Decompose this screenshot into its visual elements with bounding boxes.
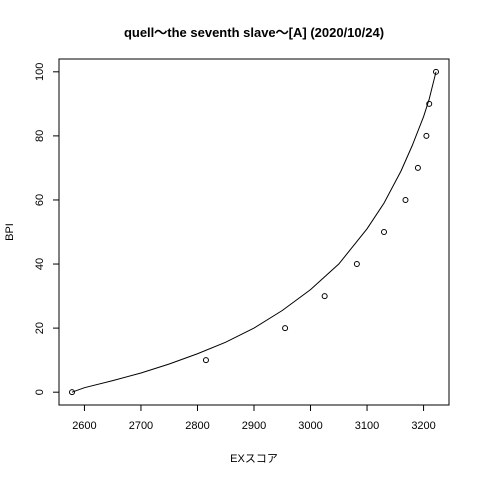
data-point	[426, 100, 433, 107]
data-point	[321, 293, 328, 300]
data-point	[282, 325, 289, 332]
data-point	[381, 229, 387, 235]
x-axis: 2600 2700 2800 2900 3000 3100 3200	[72, 405, 436, 432]
data-point	[433, 68, 439, 75]
x-tick-label: 3200	[411, 420, 435, 432]
data-point	[202, 357, 209, 364]
y-tick-label: 60	[34, 194, 46, 206]
x-tick-label: 2800	[185, 420, 209, 432]
data-point	[353, 261, 360, 268]
y-tick-label: 40	[34, 258, 46, 270]
y-axis: 0 20 40 60 80 100	[34, 63, 59, 395]
y-tick-label: 20	[34, 322, 46, 334]
y-tick-label: 80	[34, 130, 46, 142]
y-tick-label: 0	[34, 389, 46, 395]
data-point	[402, 196, 409, 203]
data-point	[69, 389, 75, 396]
data-points	[69, 68, 439, 396]
x-tick-label: 3000	[298, 420, 322, 432]
y-axis-label: BPI	[4, 223, 16, 241]
data-point	[423, 132, 430, 139]
data-point	[414, 164, 421, 171]
x-tick-label: 2700	[129, 420, 153, 432]
fit-curve	[71, 71, 437, 393]
x-tick-label: 2900	[242, 420, 266, 432]
x-tick-label: 2600	[72, 420, 96, 432]
x-tick-label: 3100	[355, 420, 379, 432]
y-tick-label: 100	[34, 63, 46, 81]
chart-title: quell～the seventh slave～[A] (2020/10/24)	[124, 25, 384, 40]
x-axis-label: EXスコア	[230, 453, 278, 465]
